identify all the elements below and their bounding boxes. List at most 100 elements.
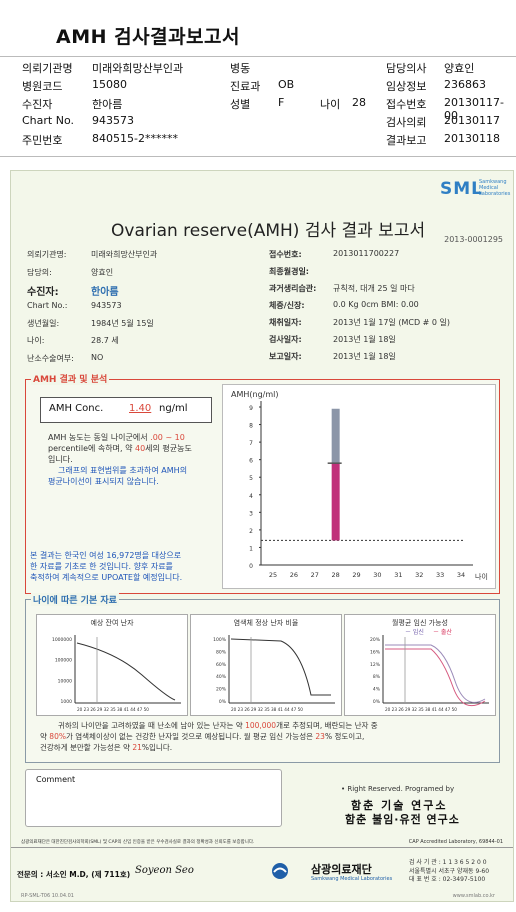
sample-field-label: 체중/신장: <box>269 301 305 310</box>
amh-interpretation: AMH 농도는 동일 나이군에서 .00 ~ 10 percentile에 속하… <box>48 433 192 486</box>
sample-field-label: 과거생리습관: <box>269 284 317 293</box>
rights-text: • Right Reserved. Programed by <box>341 785 455 793</box>
remaining-eggs-chart: 예상 잔여 난자 1000000 100000 10000 1000 20 23 26 2… <box>36 614 188 716</box>
header-value: 양효인 <box>444 62 475 75</box>
patient-field-value: NO <box>91 353 104 362</box>
legend-pregnancy: － 임신 <box>405 628 424 636</box>
header-label: 성별 <box>230 98 251 111</box>
y-tick-label: 6 <box>249 458 253 465</box>
header-value: 미래와희망산부인과 <box>92 62 184 75</box>
header-label: 임상정보 <box>386 80 427 93</box>
comment-label: Comment <box>36 775 76 784</box>
mini-y-tick: 100% <box>213 637 227 643</box>
mini-curve-2 <box>385 648 486 707</box>
patient-field-label: 난소수술여부: <box>27 354 74 363</box>
x-tick-label: 26 <box>290 571 298 579</box>
age-summary-text: 귀하의 나이만을 고려하였을 때 난소에 남아 있는 난자는 약 100,000… <box>40 721 378 752</box>
mini-y-tick: 1000000 <box>52 637 72 643</box>
y-tick-label: 1 <box>249 545 253 552</box>
mini-y-tick: 4% <box>373 687 381 693</box>
mini-y-tick: 10000 <box>58 678 72 684</box>
y-tick-label: 3 <box>249 510 253 517</box>
y-tick-label: 7 <box>249 440 253 447</box>
report-title: Ovarian reserve(AMH) 검사 결과 보고서 <box>111 221 426 241</box>
sample-field-label: 접수번호: <box>269 250 302 259</box>
y-axis-label: AMH(ng/ml) <box>231 390 279 399</box>
patient-field-value: 943573 <box>91 301 122 310</box>
sample-field-value: 2013년 1월 18일 <box>333 352 396 361</box>
legend-birth: － 출산 <box>433 628 452 636</box>
page-title: AMH 검사결과보고서 <box>56 26 240 48</box>
header-value: 20130117-00 <box>444 96 504 122</box>
amh-section-label: AMH 결과 및 분석 <box>31 372 110 385</box>
mini-x-ticks: 20 23 26 29 32 35 38 41 44 47 50 <box>385 707 457 712</box>
amh-conc-box: AMH Conc. 1.40 ng/ml <box>40 397 212 423</box>
header-label: 주민번호 <box>22 134 63 147</box>
sample-field-value: 2013011700227 <box>333 249 400 258</box>
sml-logo-sub: Samkwang Medical Laboratories <box>479 179 511 197</box>
header-value: 840515-2****** <box>92 132 178 145</box>
normal-chromosome-chart: 염색체 정상 난자 비율 100% 80% 60% 40% 20% 0% 20 23 26 2… <box>190 614 342 716</box>
header-label: 수진자 <box>22 98 53 111</box>
institute-2: 함춘 불임·유전 연구소 <box>345 813 460 826</box>
x-tick-label: 29 <box>352 571 360 579</box>
amh-result-section: AMH Conc. 1.40 ng/ml AMH 농도는 동일 나이군에서 .0… <box>25 379 500 594</box>
patient-field-label: 수진자: <box>27 287 59 298</box>
mini-curve <box>76 642 176 701</box>
patient-field-label: 의뢰기관명: <box>27 250 67 259</box>
y-tick-label: 9 <box>249 405 253 412</box>
mini-y-tick: 0% <box>373 699 381 705</box>
report-sheet: SML Samkwang Medical Laboratories Ovaria… <box>10 170 514 902</box>
header-value: 943573 <box>92 114 134 127</box>
x-axis-label: 나이 <box>475 572 488 581</box>
header-value: 한아름 <box>92 98 123 111</box>
sample-field-value: 규칙적, 대개 25 일 마다 <box>333 284 415 293</box>
header-label: 의뢰기관명 <box>22 62 73 75</box>
specialist: 전문의 : 서소인 M.D, (제 711호) <box>17 870 131 879</box>
y-tick-label: 0 <box>249 563 253 570</box>
patient-field-label: 생년월일: <box>27 319 60 328</box>
header-value: F <box>278 96 285 109</box>
patient-field-value: 양효인 <box>91 268 114 277</box>
patient-field-label: 나이: <box>27 336 45 345</box>
mini-y-tick: 80% <box>216 649 227 655</box>
sample-field-value: 2013년 1월 18일 <box>333 335 396 344</box>
sample-field-value: 2013년 1월 17일 (MCD # 0 일) <box>333 318 451 327</box>
y-tick-label: 2 <box>249 528 253 535</box>
header-label: 나이 <box>320 98 341 111</box>
amh-conc-unit: ng/ml <box>159 403 188 414</box>
patient-field-value: 미래와희망산부인과 <box>91 250 158 259</box>
mini-y-tick: 8% <box>373 674 381 680</box>
patient-field-label: Chart No.: <box>27 301 68 310</box>
institute-1: 함춘 기술 연구소 <box>351 799 448 812</box>
sample-field-label: 검사일자: <box>269 335 302 344</box>
header-label: 담당의사 <box>386 62 427 75</box>
sample-field-label: 채취일자: <box>269 318 302 327</box>
footer-divider <box>11 847 513 848</box>
patient-field-value: 28.7 세 <box>91 336 119 345</box>
x-tick-label: 28 <box>332 571 340 579</box>
y-tick-label: 5 <box>249 475 253 482</box>
header-value: OB <box>278 78 295 91</box>
form-code: RP-SML-T06 10.04.01 <box>21 893 74 899</box>
cap-text: CAP Accredited Laboratory, 69844-01 <box>408 839 503 845</box>
mini-curve <box>230 638 331 696</box>
mini-curve <box>385 644 486 703</box>
header-label: Chart No. <box>22 114 74 127</box>
mini-y-tick: 0% <box>219 699 227 705</box>
foundation-name: 삼광의료재단 <box>311 863 372 876</box>
header-value: 20130117 <box>444 114 500 127</box>
header-value: 15080 <box>92 78 127 91</box>
range-bar-lower <box>331 463 340 541</box>
patient-field-label: 담당의: <box>27 268 52 277</box>
x-tick-label: 32 <box>415 571 423 579</box>
header-label: 진료과 <box>230 80 261 93</box>
signature: Soyeon Seo <box>135 865 194 876</box>
mini-x-ticks: 20 23 26 29 32 35 38 41 44 47 50 <box>77 707 149 712</box>
header-label: 결과보고 <box>386 134 427 147</box>
foundation-logo-icon <box>269 862 291 880</box>
x-tick-label: 30 <box>373 571 381 579</box>
sample-field-value: 0.0 Kg 0cm BMI: 0.00 <box>333 300 419 309</box>
amh-conc-value: 1.40 <box>129 403 152 414</box>
